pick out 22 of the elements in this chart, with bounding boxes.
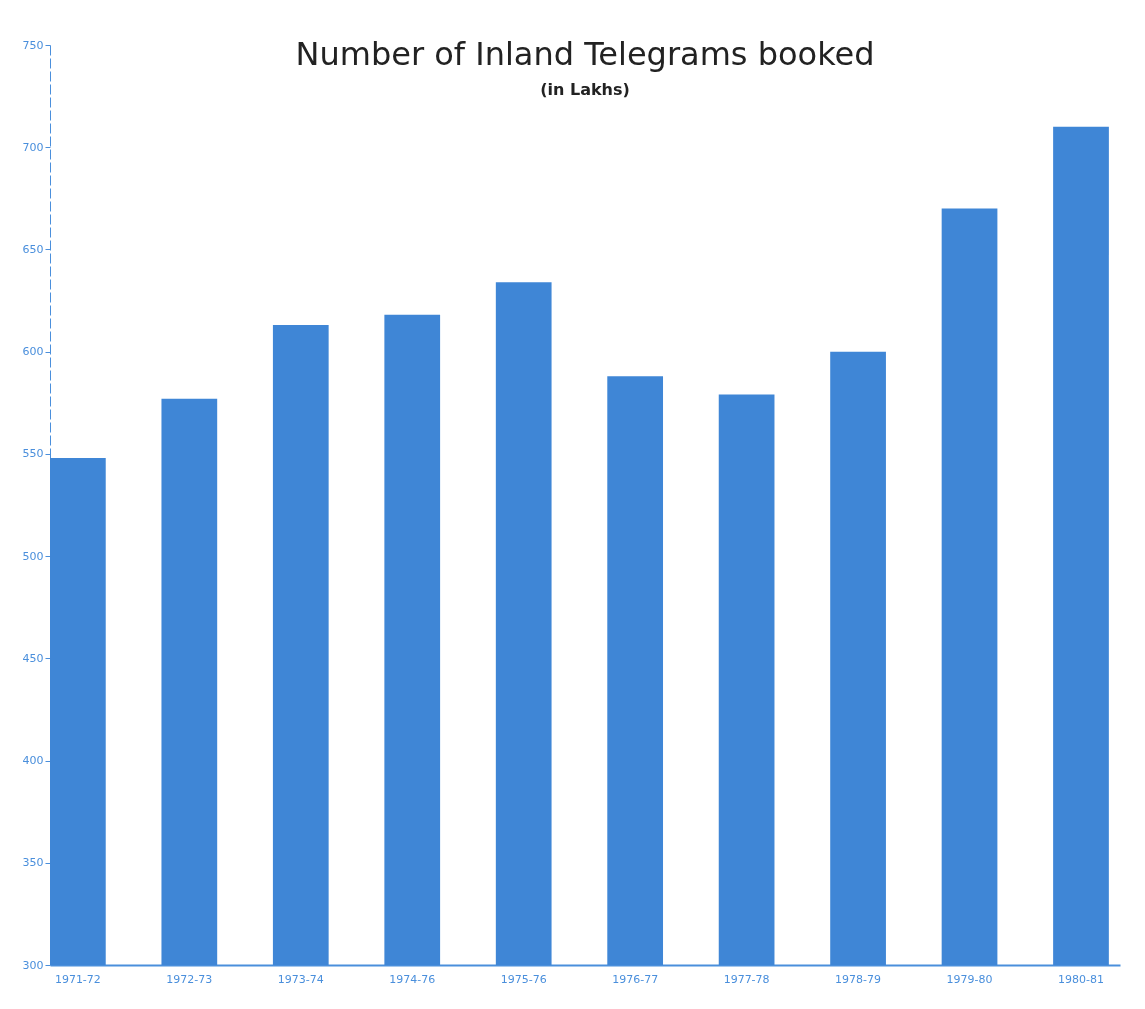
x-tick-label: 1974-76 (389, 972, 436, 986)
y-tick-label: 550 (22, 447, 44, 461)
x-tick-label: 1977-78 (723, 972, 770, 986)
y-tick-label: 400 (22, 754, 44, 768)
x-tick-label: 1973-74 (277, 972, 324, 986)
y-tick-label: 300 (22, 958, 44, 972)
y-tick-label: 350 (22, 856, 44, 870)
text: (in Lakhs) (540, 80, 630, 99)
x-tick-label: 1971-72 (54, 972, 101, 986)
y-tick-label: 650 (22, 242, 44, 256)
x-tick-label: 1978-79 (835, 972, 882, 986)
x-tick-label: 1976-77 (612, 972, 659, 986)
x-tick-label: 1980-81 (1058, 972, 1104, 986)
y-tick-label: 600 (22, 345, 44, 359)
y-tick-label: 500 (22, 549, 44, 563)
x-tick-label: 1979-80 (946, 972, 993, 986)
x-tick-label: 1972-73 (166, 972, 213, 986)
x-tick-label: 1975-76 (500, 972, 547, 986)
y-tick-label: 750 (22, 38, 44, 52)
y-tick-label: 700 (22, 140, 44, 154)
y-tick-label: 450 (22, 651, 44, 665)
chart-title: Number of Inland Telegrams booked (295, 35, 875, 73)
